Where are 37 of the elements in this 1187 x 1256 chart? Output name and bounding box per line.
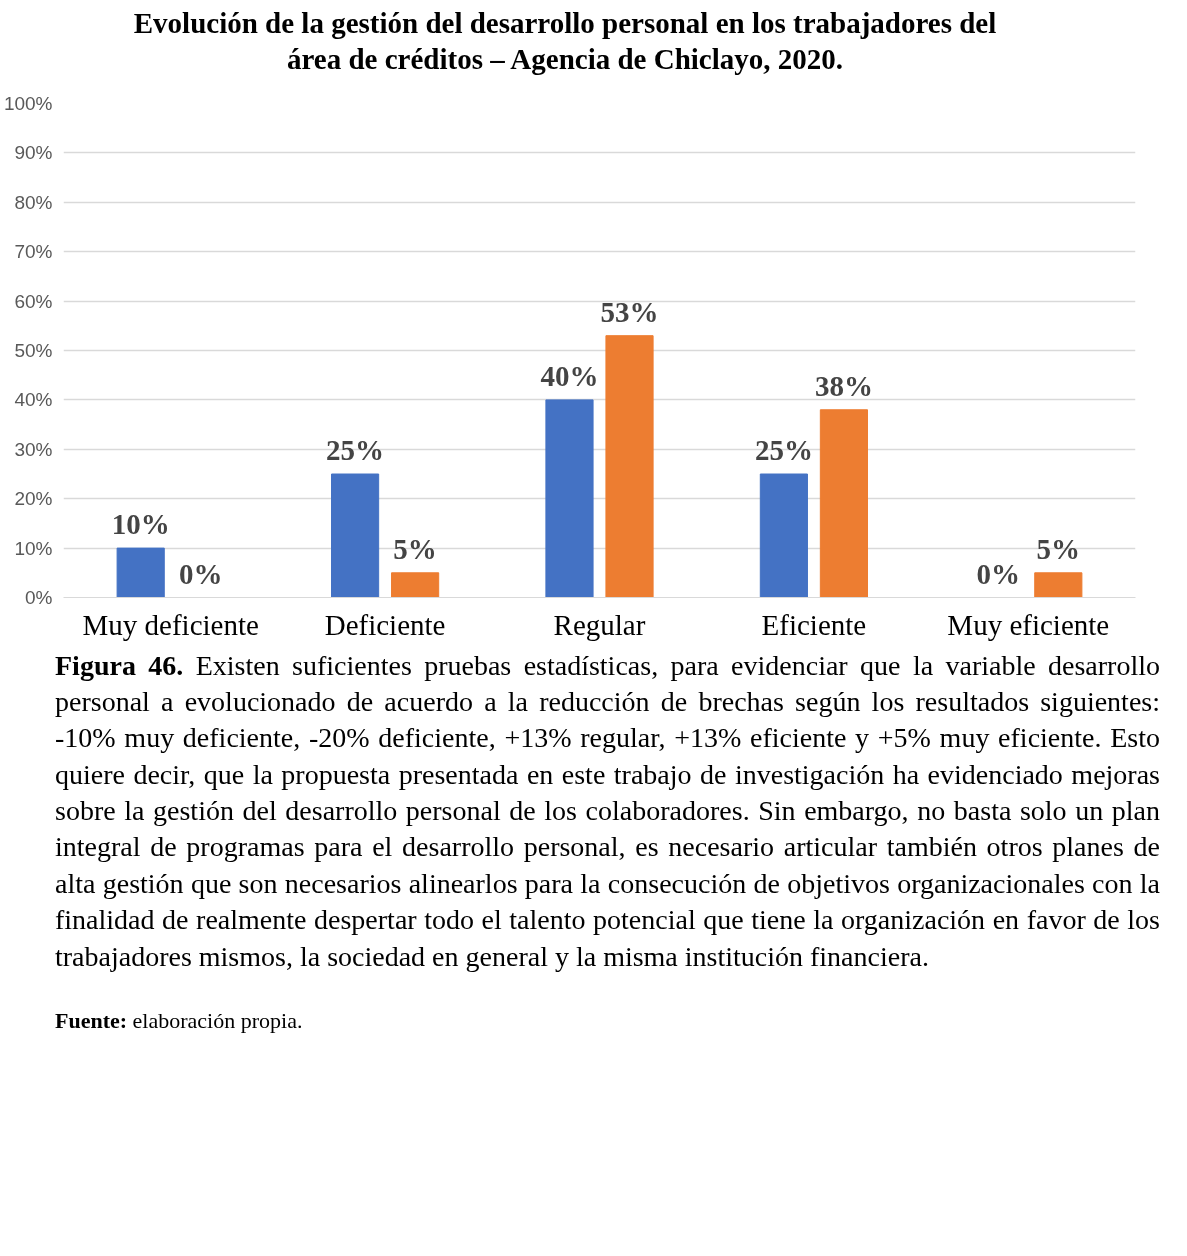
- data-label: 10%: [111, 507, 170, 540]
- data-label: 0%: [178, 557, 223, 589]
- data-label: 25%: [754, 433, 813, 466]
- y-tick-label: 40%: [14, 388, 53, 410]
- data-label: 5%: [1036, 532, 1081, 565]
- y-tick-label: 80%: [14, 191, 53, 213]
- bar: [391, 571, 440, 597]
- data-label: 5%: [393, 532, 437, 565]
- x-tick-label: Regular: [553, 608, 646, 640]
- y-tick-label: 0%: [25, 586, 53, 608]
- bar: [605, 334, 654, 597]
- chart-title: Evolución de la gestión del desarrollo personal en los trabajadores del área de créditos – Agencia de Chiclayo, 2020.: [132, 6, 998, 78]
- bar: [331, 473, 380, 597]
- y-tick-label: 60%: [14, 290, 53, 312]
- y-tick-label: 90%: [14, 141, 53, 163]
- data-label: 53%: [600, 295, 659, 328]
- bar: [116, 547, 165, 597]
- y-tick-label: 20%: [14, 487, 53, 509]
- y-tick-label: 30%: [14, 438, 53, 460]
- text: Figura 46. Existen suficientes pruebas estadísticas, para evidenciar que la variable desarrollo personal a evolucionado de acuerdo a la reducción de brechas según los resultados siguientes: -10% muy deficiente, -20% deficiente, +13% regular, +13% eficiente y +5% muy eficiente. Esto quiere decir, que la propuesta presentada en este trabajo de investigación ha evidenciado mejoras sobre la gestión del desarrollo personal de los colaboradores. Sin embargo, no basta solo un plan integral de programas para el desarrollo personal, es necesario articular también otros planes de alta gestión que son necesarios alinearlos para la consecución de objetivos organizacionales con la finalidad de realmente despertar todo el talento potencial que tiene la organización en favor de los trabajadores mismos, la sociedad en general y la misma institución financiera.: [55, 649, 1160, 972]
- y-tick-label: 70%: [14, 240, 53, 262]
- y-tick-label: 50%: [14, 339, 53, 361]
- bar: [545, 398, 594, 597]
- y-tick-label: 10%: [14, 537, 53, 559]
- data-label: 25%: [326, 433, 385, 466]
- bar: [819, 408, 868, 597]
- x-tick-label: Muy eficiente: [947, 608, 1110, 640]
- x-tick-label: Eficiente: [761, 608, 867, 640]
- data-label: 40%: [540, 359, 599, 392]
- y-tick-label: 100%: [3, 92, 53, 114]
- x-tick-label: Muy deficiente: [82, 608, 259, 640]
- source-note: Fuente: elaboración propia.: [55, 1007, 304, 1035]
- bar: [1034, 571, 1083, 597]
- data-label: 0%: [976, 557, 1021, 589]
- x-tick-label: Deficiente: [324, 608, 446, 640]
- bar: [759, 473, 808, 597]
- data-label: 38%: [814, 369, 873, 402]
